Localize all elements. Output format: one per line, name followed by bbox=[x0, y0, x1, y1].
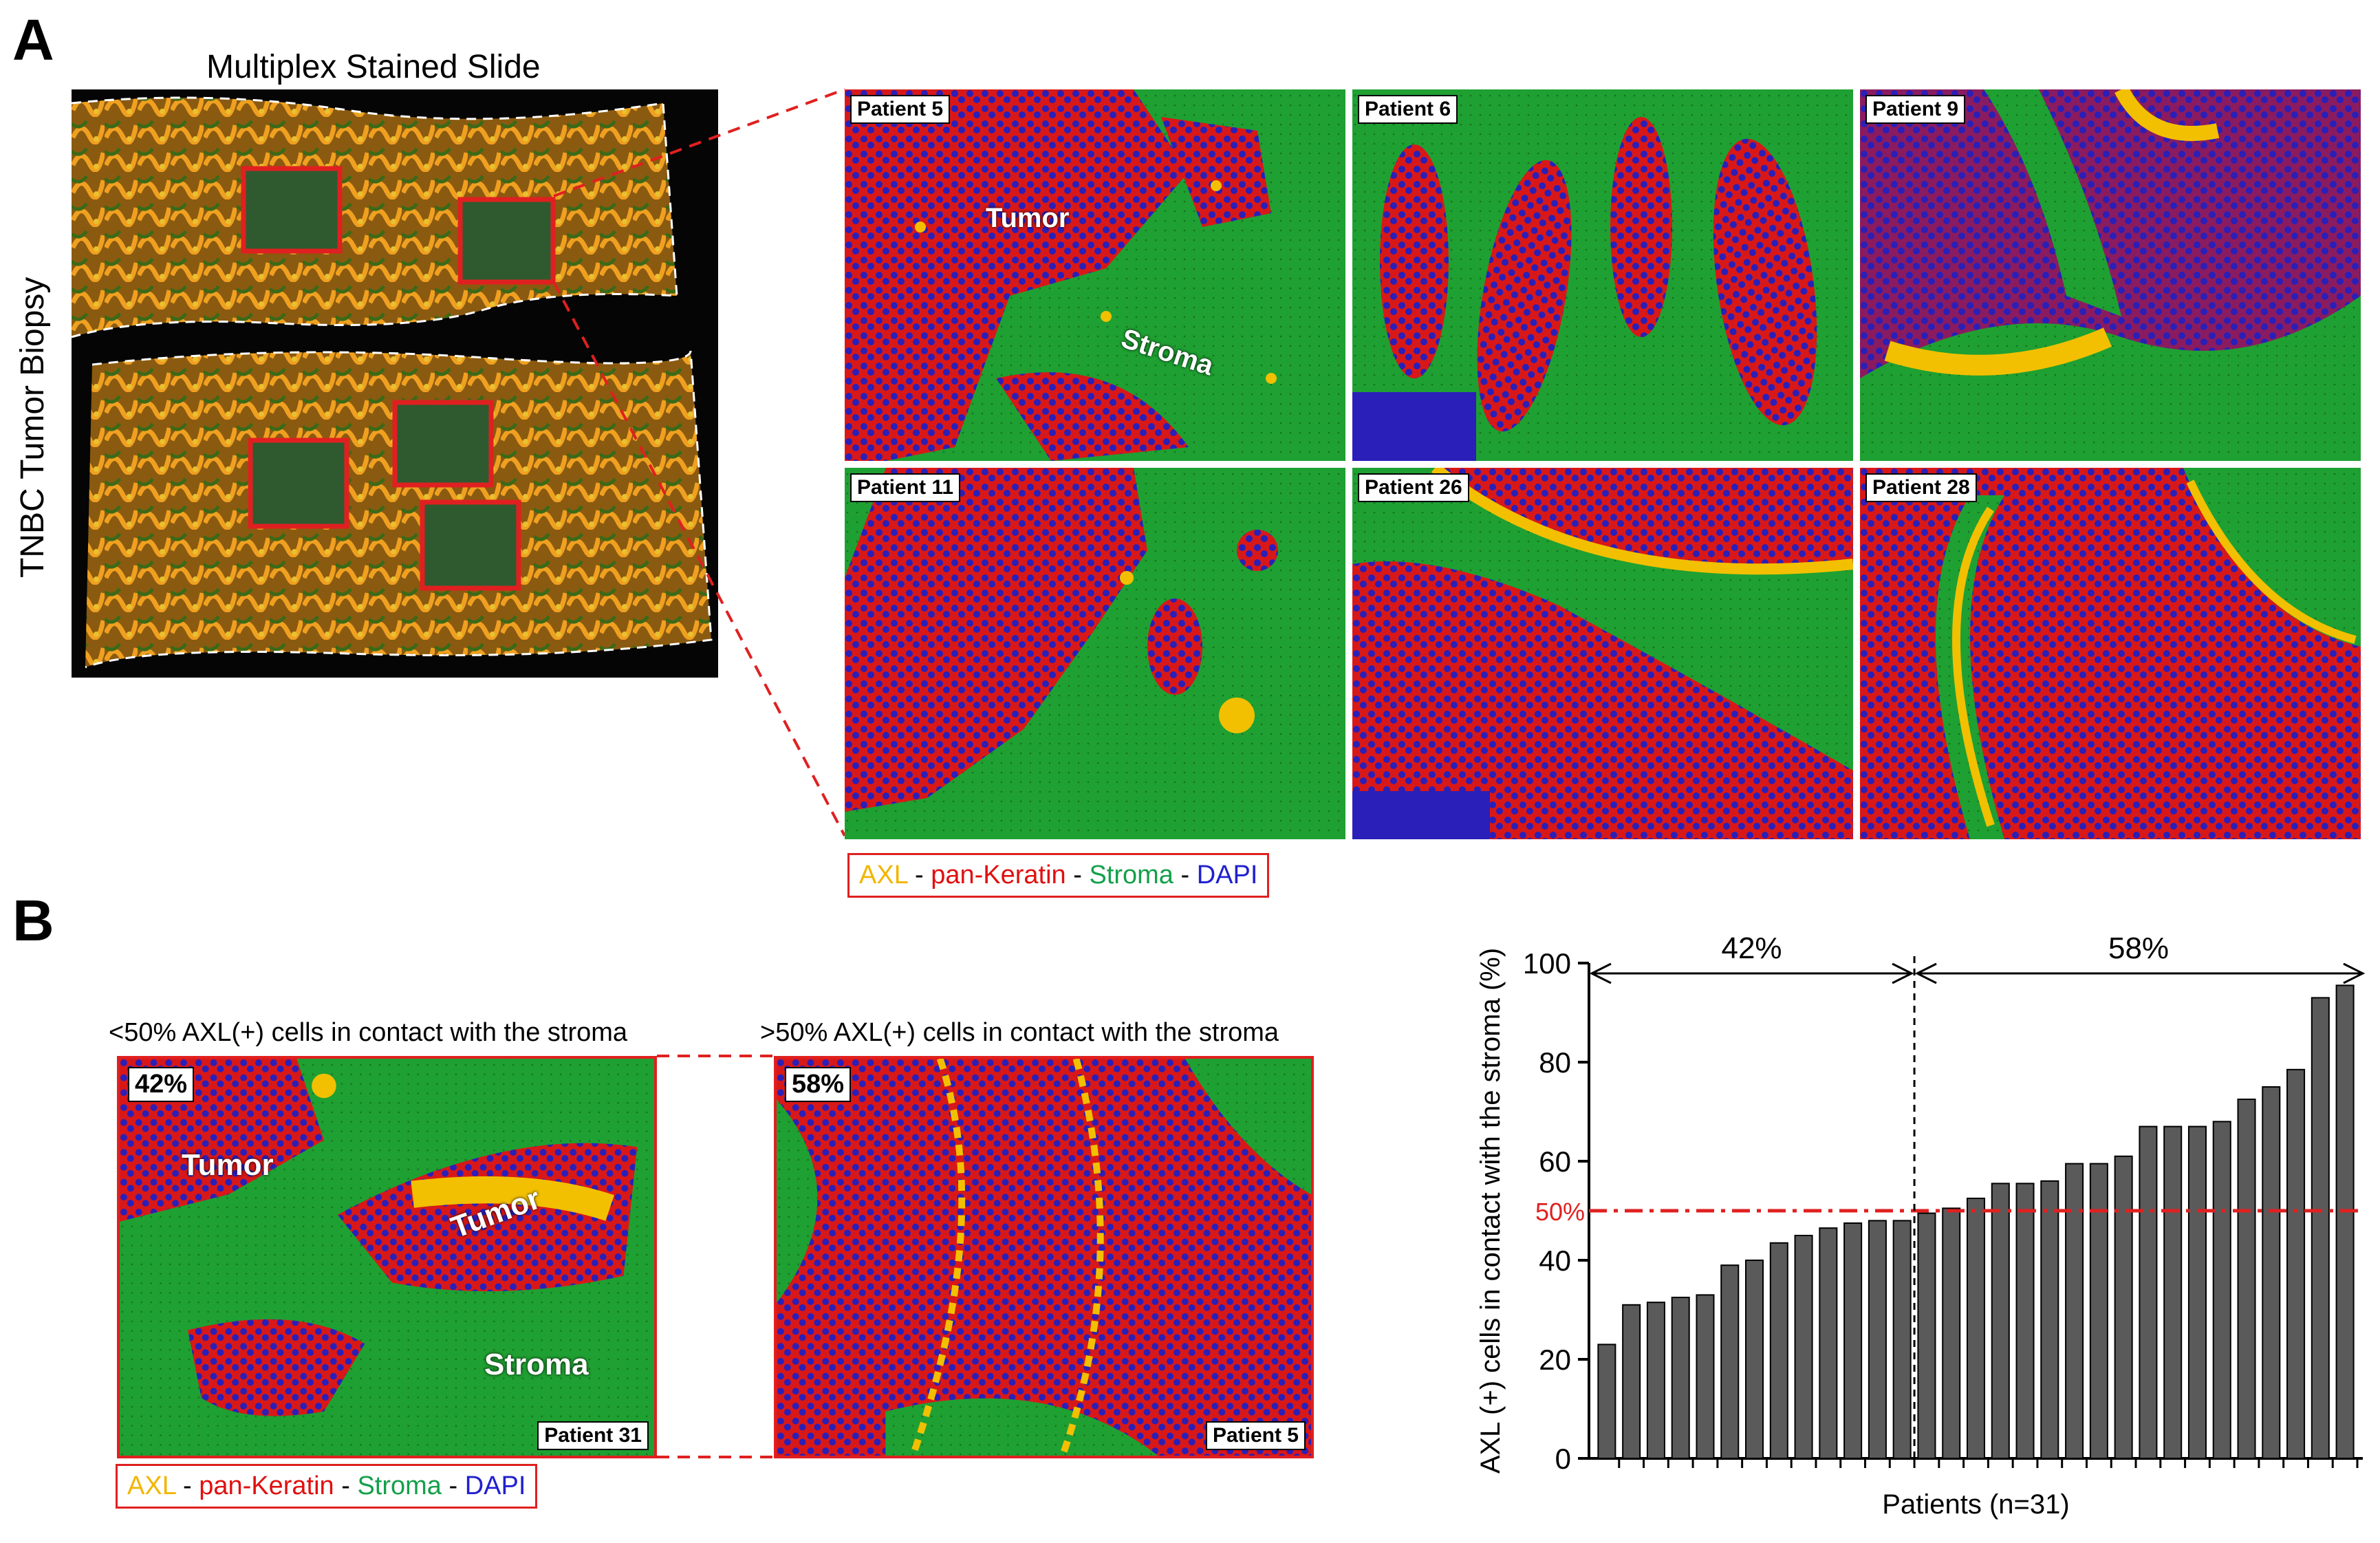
bar bbox=[2212, 1121, 2231, 1459]
tile-patient-31-large: 42% Patient 31 Tumor Tumor Stroma bbox=[117, 1056, 657, 1458]
bar bbox=[2311, 997, 2330, 1459]
bar bbox=[1671, 1297, 1690, 1459]
patient-label: Patient 28 bbox=[1865, 473, 1977, 502]
legend-sep: - bbox=[334, 1471, 358, 1500]
group-label-right: 58% bbox=[2108, 931, 2169, 965]
bar bbox=[2187, 1125, 2207, 1459]
tumor-label: Tumor bbox=[182, 1148, 274, 1182]
bar bbox=[1769, 1242, 1788, 1459]
group-arrow-left-head-left bbox=[1589, 962, 1612, 984]
whole-slide-image bbox=[71, 89, 718, 678]
bar bbox=[1597, 1344, 1616, 1460]
threshold-label: 50% bbox=[1535, 1198, 1585, 1226]
tile-patient-6: Patient 6 bbox=[1352, 89, 1853, 461]
bar bbox=[2065, 1163, 2084, 1459]
stroma-label: Stroma bbox=[484, 1348, 589, 1381]
legend-stroma: Stroma bbox=[1089, 861, 1173, 889]
legend-dapi: DAPI bbox=[1196, 861, 1258, 889]
patient-label: Patient 11 bbox=[850, 473, 961, 502]
bar bbox=[2237, 1099, 2256, 1459]
tile-patient-26: Patient 26 bbox=[1352, 468, 1853, 839]
bar bbox=[1991, 1183, 2010, 1459]
group-label-left: 42% bbox=[1721, 931, 1782, 965]
bar bbox=[1942, 1207, 1961, 1459]
y-axis-label: AXL (+) cells in contact with the stroma… bbox=[1475, 948, 1506, 1474]
bar bbox=[1843, 1222, 1863, 1459]
slide-title: Multiplex Stained Slide bbox=[206, 49, 541, 85]
bar bbox=[2163, 1125, 2183, 1459]
tile-patient-11: Patient 11 bbox=[845, 468, 1345, 839]
y-tick-label: 40 bbox=[1539, 1244, 1571, 1277]
legend-stroma: Stroma bbox=[357, 1471, 442, 1500]
bar bbox=[2089, 1163, 2108, 1459]
legend-dapi: DAPI bbox=[464, 1471, 526, 1500]
y-tick-label: 20 bbox=[1539, 1344, 1571, 1376]
bar bbox=[1819, 1227, 1838, 1459]
bar bbox=[1720, 1264, 1740, 1459]
left-patient: Patient 31 bbox=[537, 1421, 649, 1450]
patient-label: Patient 5 bbox=[850, 95, 951, 124]
legend-panel-a: AXL - pan-Keratin - Stroma - DAPI bbox=[847, 853, 1270, 898]
right-percent: 58% bbox=[785, 1067, 852, 1102]
bar bbox=[1745, 1260, 1764, 1459]
legend-axl: AXL bbox=[859, 861, 908, 889]
tumor-label: Tumor bbox=[986, 203, 1070, 233]
tile-patient-5-large: 58% Patient 5 bbox=[774, 1056, 1314, 1458]
bar bbox=[1622, 1304, 1641, 1459]
left-percent: 42% bbox=[128, 1067, 195, 1102]
bar bbox=[1917, 1212, 1936, 1459]
bar bbox=[2139, 1125, 2158, 1459]
patient-label: Patient 9 bbox=[1865, 95, 1966, 124]
tile-patient-9: Patient 9 bbox=[1860, 89, 2361, 461]
bar bbox=[1646, 1302, 1665, 1460]
tile-patient-5: Patient 5 Tumor Stroma bbox=[845, 89, 1345, 461]
group-arrow-right-head-right bbox=[2343, 962, 2366, 984]
patient-label: Patient 26 bbox=[1358, 473, 1469, 502]
bar bbox=[2262, 1086, 2281, 1459]
legend-panel-b: AXL - pan-Keratin - Stroma - DAPI bbox=[116, 1464, 538, 1509]
y-tick-label: 0 bbox=[1555, 1443, 1571, 1475]
legend-sep: - bbox=[175, 1471, 199, 1500]
bar bbox=[2114, 1155, 2133, 1459]
bar bbox=[1966, 1198, 1986, 1459]
bar bbox=[2015, 1183, 2035, 1459]
bar bbox=[2335, 984, 2355, 1459]
right-patient: Patient 5 bbox=[1205, 1421, 1306, 1450]
group-arrow-left-head-right bbox=[1892, 962, 1914, 984]
left-caption: <50% AXL(+) cells in contact with the st… bbox=[109, 1018, 628, 1047]
legend-sep: - bbox=[441, 1471, 465, 1500]
legend-keratin: pan-Keratin bbox=[931, 861, 1066, 889]
bar bbox=[1794, 1235, 1813, 1459]
panel-a-letter: A bbox=[12, 8, 54, 72]
legend-sep: - bbox=[907, 861, 931, 889]
tile-patient-28: Patient 28 bbox=[1860, 468, 2361, 839]
axl-contact-bar-chart: 0 20 40 60 80 100 50% 42% 58% Patients (n=31) AXL … bbox=[1475, 931, 2366, 1520]
right-caption: >50% AXL(+) cells in contact with the st… bbox=[760, 1018, 1279, 1047]
bar bbox=[1892, 1220, 1912, 1459]
group-arrow-right-head-left bbox=[1914, 962, 1937, 984]
bar bbox=[2286, 1068, 2306, 1460]
bar bbox=[2040, 1180, 2059, 1459]
y-tick-label: 100 bbox=[1523, 947, 1571, 980]
bar bbox=[1696, 1294, 1715, 1460]
panel-b-letter: B bbox=[12, 888, 54, 953]
x-axis-label: Patients (n=31) bbox=[1882, 1489, 2069, 1520]
legend-sep: - bbox=[1065, 861, 1090, 889]
legend-keratin: pan-Keratin bbox=[199, 1471, 334, 1500]
patient-label: Patient 6 bbox=[1358, 95, 1458, 124]
legend-sep: - bbox=[1173, 861, 1197, 889]
y-tick-label: 80 bbox=[1539, 1046, 1571, 1079]
bar bbox=[1868, 1220, 1887, 1459]
y-tick-label: 60 bbox=[1539, 1145, 1571, 1178]
legend-axl: AXL bbox=[127, 1471, 176, 1500]
